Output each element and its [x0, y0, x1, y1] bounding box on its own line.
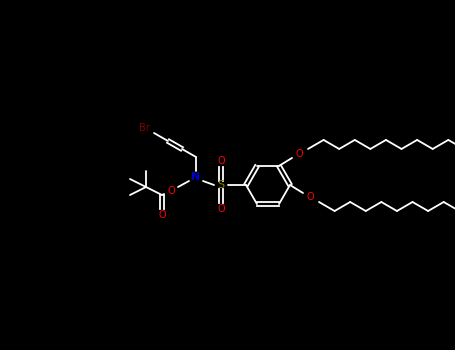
- Text: O: O: [167, 186, 175, 196]
- Text: N: N: [192, 172, 201, 182]
- Text: O: O: [217, 204, 225, 214]
- Text: O: O: [158, 210, 166, 220]
- Text: O: O: [217, 156, 225, 166]
- Text: O: O: [295, 149, 303, 159]
- Text: S: S: [217, 180, 225, 190]
- Text: O: O: [306, 192, 314, 202]
- Text: Br: Br: [139, 123, 149, 133]
